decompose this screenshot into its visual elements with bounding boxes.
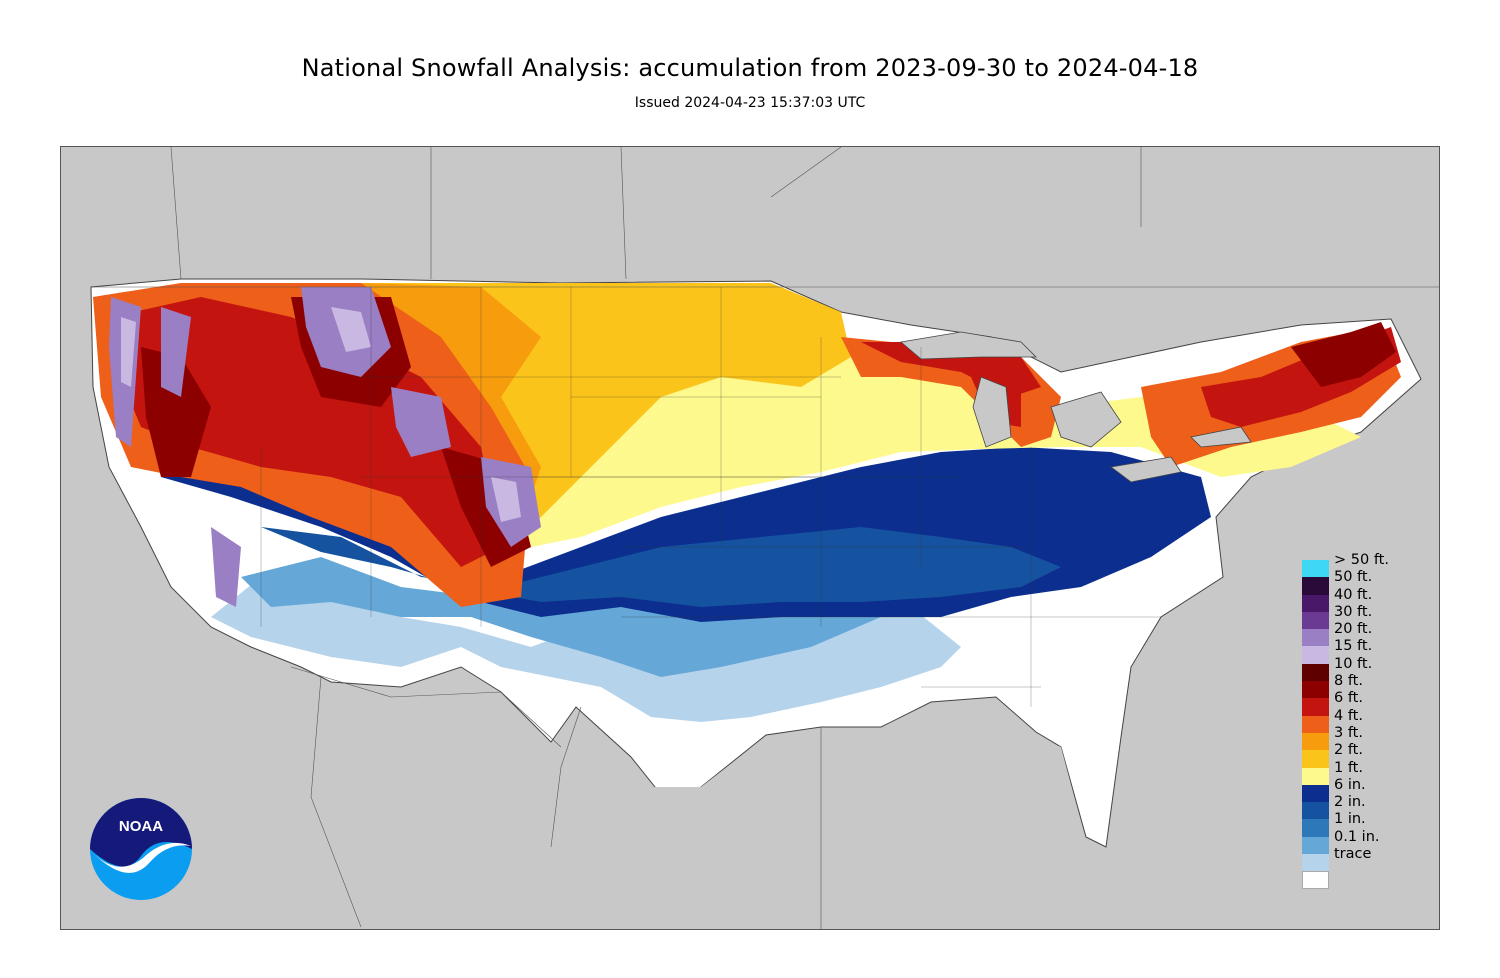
legend-swatch [1302, 767, 1329, 785]
legend-swatch [1302, 750, 1329, 768]
legend-label: 10 ft. [1334, 655, 1373, 672]
legend-swatch [1302, 836, 1329, 855]
legend-label: 20 ft. [1334, 621, 1373, 638]
legend-label: 8 ft. [1334, 673, 1363, 690]
zone-6ft [111, 297, 501, 567]
legend-swatch [1302, 784, 1329, 803]
legend-label: 4 ft. [1334, 707, 1363, 724]
legend-swatch [1302, 594, 1329, 612]
legend-swatch [1302, 681, 1329, 699]
noaa-text: NOAA [119, 818, 163, 835]
snowfall-map [60, 146, 1440, 930]
legend-swatch [1302, 854, 1329, 872]
legend-swatch [1302, 698, 1329, 716]
legend-label: 1 in. [1334, 811, 1366, 828]
legend-swatch [1302, 819, 1329, 837]
legend-swatch [1302, 871, 1329, 889]
state-borders [91, 147, 1439, 929]
legend-swatch [1302, 732, 1329, 751]
legend-label: 6 in. [1334, 776, 1366, 793]
legend-label: 6 ft. [1334, 690, 1363, 707]
gulf-shading [531, 702, 1121, 929]
legend-label: 2 ft. [1334, 742, 1363, 759]
state-lines [260, 287, 1161, 707]
legend-swatch [1302, 577, 1329, 595]
legend-label: 30 ft. [1334, 603, 1373, 620]
legend-label: 2 in. [1334, 794, 1366, 811]
legend-label: 15 ft. [1334, 638, 1373, 655]
legend-swatch [1302, 629, 1329, 647]
legend-swatch [1302, 646, 1329, 664]
legend-label: 0.1 in. [1334, 828, 1380, 845]
legend-swatch [1302, 802, 1329, 820]
zone-10ft [109, 287, 541, 607]
legend-swatch [1302, 560, 1329, 578]
legend-swatch [1302, 715, 1329, 733]
map-canvas [90, 147, 1439, 929]
noaa-logo: NOAA [88, 796, 194, 902]
zone-1ft [501, 332, 1361, 547]
noaa-logo-icon: NOAA [90, 798, 192, 900]
issued-timestamp: Issued 2024-04-23 15:37:03 UTC [634, 95, 866, 111]
legend-label: 50 ft. [1334, 569, 1373, 586]
legend-label: 3 ft. [1334, 724, 1363, 741]
great-lakes [900, 331, 1252, 483]
legend-label: 1 ft. [1334, 759, 1363, 776]
map-title: National Snowfall Analysis: accumulation… [301, 54, 1199, 82]
legend-swatch [1302, 611, 1329, 630]
legend-swatch [1302, 663, 1329, 682]
legend-label: trace [1334, 846, 1372, 863]
legend-label: 40 ft. [1334, 586, 1373, 603]
zone-8ft-northeast [1291, 322, 1396, 387]
legend-label: > 50 ft. [1334, 552, 1389, 568]
